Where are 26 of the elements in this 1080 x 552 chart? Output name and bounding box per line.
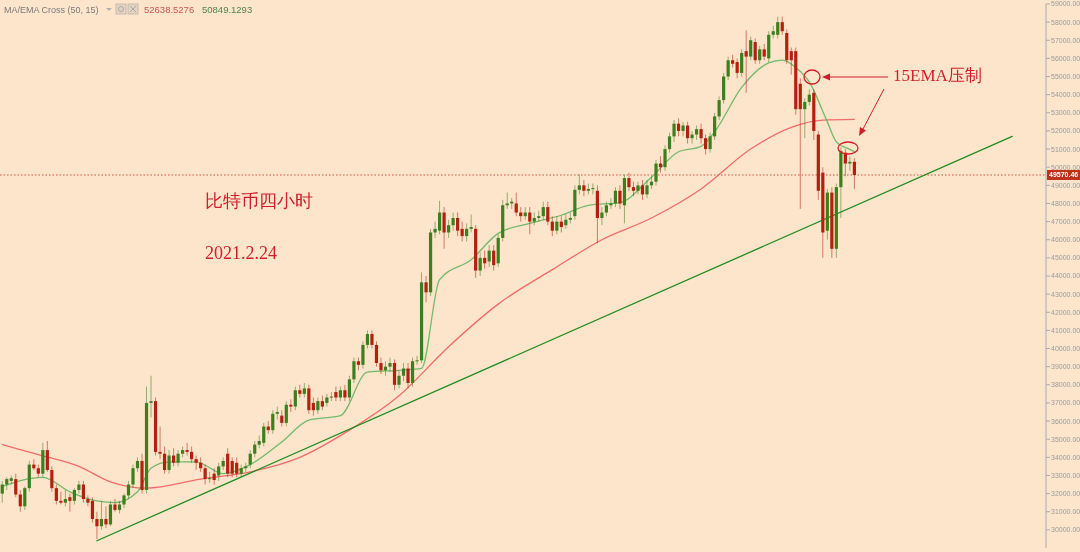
annotation: 50849.1293 xyxy=(202,4,253,15)
candlestick xyxy=(388,357,392,373)
annotation: 比特币四小时 xyxy=(205,191,313,211)
candlestick xyxy=(848,155,852,172)
annotation: 15EMA压制 xyxy=(893,66,982,85)
candlestick xyxy=(194,455,198,471)
candlestick xyxy=(379,357,383,375)
candlestick xyxy=(208,471,212,484)
candlestick xyxy=(690,130,694,145)
candlestick xyxy=(185,442,189,457)
annotation: MA/EMA Cross (50, 15) xyxy=(4,5,99,15)
annotation: 2021.2.24 xyxy=(205,243,277,263)
candlestick xyxy=(316,396,320,415)
candlestick xyxy=(113,498,117,513)
candlestick xyxy=(609,197,613,210)
candlestick xyxy=(343,384,347,402)
candlestick xyxy=(59,491,63,505)
candlestick xyxy=(77,480,81,495)
candlestick xyxy=(636,181,640,195)
line-series xyxy=(1,118,856,489)
candlestick xyxy=(325,393,329,408)
candlestick xyxy=(591,183,595,195)
annotation: 52638.5276 xyxy=(144,4,195,15)
candlestick xyxy=(415,355,419,366)
candlestick xyxy=(582,179,586,197)
candlestick xyxy=(681,121,685,137)
